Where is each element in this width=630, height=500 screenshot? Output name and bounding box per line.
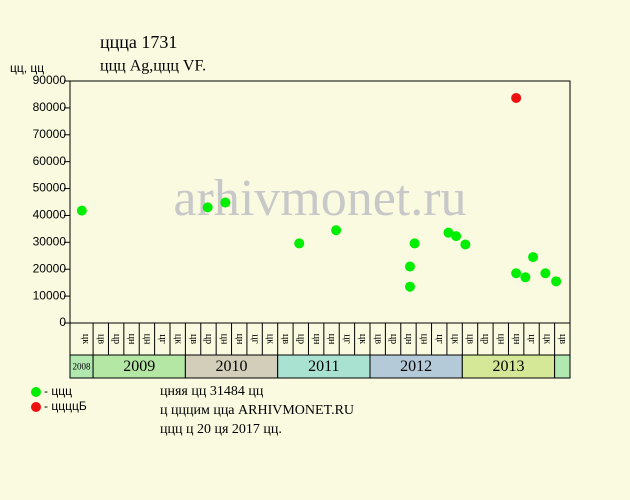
period-label: цн — [126, 334, 137, 345]
period-label: цн — [419, 334, 430, 345]
watermark: arhivmonet.ru — [173, 170, 466, 227]
period-label: цг — [434, 334, 445, 343]
legend-label: - ццц — [44, 384, 72, 398]
period-label: цн — [234, 334, 245, 345]
point — [551, 276, 562, 287]
year-box — [554, 354, 571, 379]
point — [331, 225, 342, 236]
point — [76, 205, 87, 216]
period-label: цн — [511, 334, 522, 345]
point — [405, 261, 415, 272]
point — [540, 268, 551, 279]
y-tick-label: 60000 — [33, 154, 67, 168]
period-label: цг — [342, 334, 353, 343]
y-tick-label: 40000 — [33, 208, 67, 222]
y-tick-label: 10000 — [33, 288, 67, 302]
y-tick-label: 20000 — [33, 261, 67, 275]
chart-subtitle: ццц Ag,ццц VF. — [100, 58, 206, 75]
note: цняя цц 31484 цц — [160, 384, 264, 399]
legend-marker — [31, 402, 41, 412]
period-label: цн — [326, 334, 337, 345]
period-label: цк — [172, 334, 183, 344]
period-label: цв — [557, 334, 568, 344]
point — [511, 92, 522, 103]
period-label: цн — [219, 334, 230, 345]
year-label: 2011 — [308, 358, 339, 375]
point — [460, 239, 471, 250]
chart-title: ццца 1731 — [100, 32, 177, 52]
period-label: цг — [249, 334, 260, 343]
period-label: цк — [357, 334, 368, 344]
legend-label: - ццццБ — [44, 399, 87, 413]
year-label: 2010 — [216, 358, 248, 375]
period-label: цр — [111, 334, 122, 344]
point — [294, 238, 305, 249]
note: ц цццим цца ARHIVMONET.RU — [160, 403, 354, 418]
period-label: цк — [265, 334, 276, 344]
y-tick-label: 90000 — [33, 73, 67, 87]
year-label: 2012 — [400, 358, 432, 375]
point — [202, 202, 213, 213]
point — [528, 252, 539, 263]
period-label: цк — [449, 334, 460, 344]
period-label: цк — [542, 334, 553, 344]
period-label: цв — [280, 334, 291, 344]
point — [520, 272, 531, 283]
y-tick-label: 80000 — [33, 100, 67, 114]
period-label: цв — [465, 334, 476, 344]
period-label: цв — [95, 334, 106, 344]
note: ццц ц 20 ця 2017 цц. — [160, 422, 282, 437]
period-label: цв — [372, 334, 383, 344]
point — [451, 231, 462, 242]
period-label: цр — [388, 334, 399, 344]
point — [220, 197, 231, 208]
point — [443, 227, 454, 238]
y-tick-label: 50000 — [33, 181, 67, 195]
period-label: цр — [203, 334, 214, 344]
y-axis-label: цц, цц — [10, 61, 44, 75]
legend-marker — [31, 387, 41, 397]
period-label: цв — [188, 334, 199, 344]
period-label: цн — [495, 334, 506, 345]
year-label: 2013 — [492, 358, 524, 375]
period-label: цг — [157, 334, 168, 343]
period-label: цк — [80, 334, 91, 344]
y-tick-label: 70000 — [33, 127, 67, 141]
period-label: цн — [311, 334, 322, 345]
y-tick-label: 30000 — [33, 235, 67, 249]
period-label: цр — [295, 334, 306, 344]
period-label: цн — [142, 334, 153, 345]
point — [511, 268, 522, 279]
period-label: цн — [403, 334, 414, 345]
y-tick-label: 0 — [59, 315, 66, 329]
period-label: цг — [526, 334, 537, 343]
year-label: 2009 — [123, 358, 155, 375]
year-label: 2008 — [73, 362, 92, 372]
period-label: цр — [480, 334, 491, 344]
point — [405, 281, 415, 292]
point — [409, 238, 420, 249]
